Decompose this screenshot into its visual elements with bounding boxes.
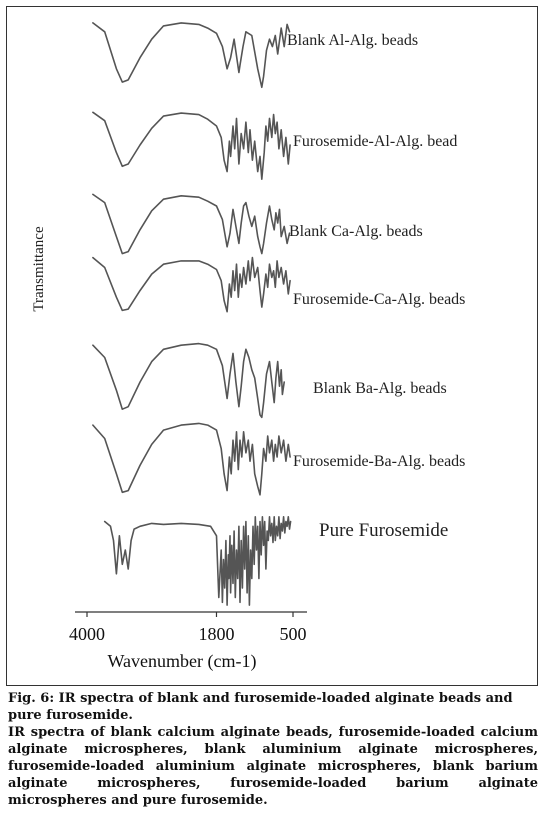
spectrum-label-7: Pure Furosemide (319, 520, 448, 541)
x-tick-label-3: 500 (280, 624, 307, 644)
x-axis-title: Wavenumber (cm-1) (108, 651, 257, 672)
spectrum-trace-6 (92, 422, 291, 496)
spectrum-label-2: Furosemide-Al-Alg. bead (293, 133, 457, 150)
x-tick-label-1: 4000 (69, 624, 105, 644)
caption-body: IR spectra of blank calcium alginate bea… (8, 725, 538, 808)
figure-frame: Blank Al-Alg. beads Furosemide-Al-Alg. be… (6, 6, 538, 686)
spectrum-label-3: Blank Ca-Alg. beads (289, 223, 423, 240)
spectrum-label-1: Blank Al-Alg. beads (287, 32, 418, 49)
spectrum-trace-4 (92, 256, 291, 313)
x-tick-label-2: 1800 (198, 624, 234, 644)
spectrum-trace-5 (92, 342, 286, 419)
figure-caption: Fig. 6: IR spectra of blank and furosemi… (8, 690, 538, 809)
spectrum-trace-7 (103, 515, 292, 606)
ir-spectra-chart: Blank Al-Alg. beads Furosemide-Al-Alg. be… (31, 22, 465, 672)
spectrum-label-4: Furosemide-Ca-Alg. beads (293, 291, 465, 308)
caption-title: Fig. 6: IR spectra of blank and furosemi… (8, 691, 513, 723)
spectrum-trace-1 (92, 22, 291, 89)
spectrum-trace-2 (92, 111, 291, 180)
y-axis-title: Transmittance (31, 226, 47, 312)
spectrum-label-5: Blank Ba-Alg. beads (313, 380, 447, 397)
spectrum-trace-3 (92, 193, 291, 255)
spectrum-label-6: Furosemide-Ba-Alg. beads (293, 453, 465, 470)
